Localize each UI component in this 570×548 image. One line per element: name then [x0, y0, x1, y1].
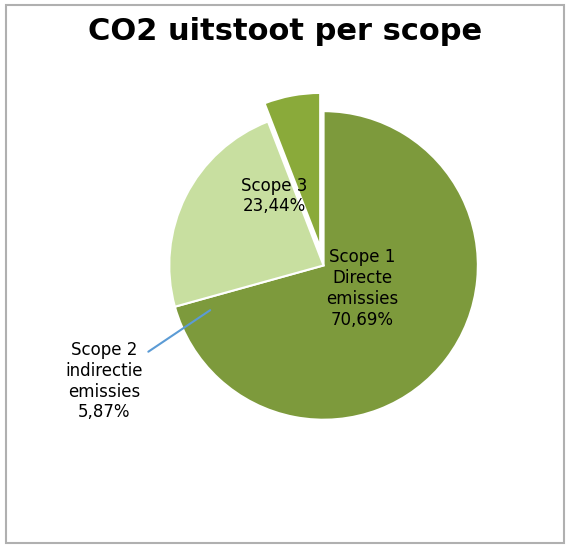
Text: Scope 3
23,44%: Scope 3 23,44% — [241, 176, 307, 215]
Title: CO2 uitstoot per scope: CO2 uitstoot per scope — [88, 17, 482, 46]
Text: Scope 1
Directe
emissies
70,69%: Scope 1 Directe emissies 70,69% — [326, 248, 398, 329]
Wedge shape — [264, 93, 320, 247]
Wedge shape — [169, 122, 324, 307]
Text: Scope 2
indirectie
emissies
5,87%: Scope 2 indirectie emissies 5,87% — [66, 310, 210, 421]
Wedge shape — [175, 111, 478, 420]
